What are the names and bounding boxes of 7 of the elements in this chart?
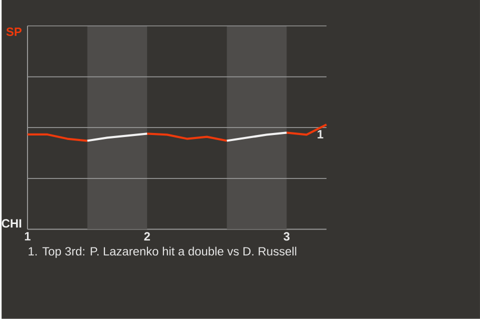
annotation: 1 — [318, 130, 324, 138]
x-tick-label: 2 — [144, 232, 150, 241]
text: CHI — [2, 219, 22, 228]
text: 1. Top 3rd: P. Lazarenko hit a double vs D. Russell — [28, 246, 296, 258]
x-tick-label: 3 — [284, 232, 290, 241]
x-tick-label: 1 — [24, 232, 30, 240]
text: SP — [6, 28, 22, 36]
